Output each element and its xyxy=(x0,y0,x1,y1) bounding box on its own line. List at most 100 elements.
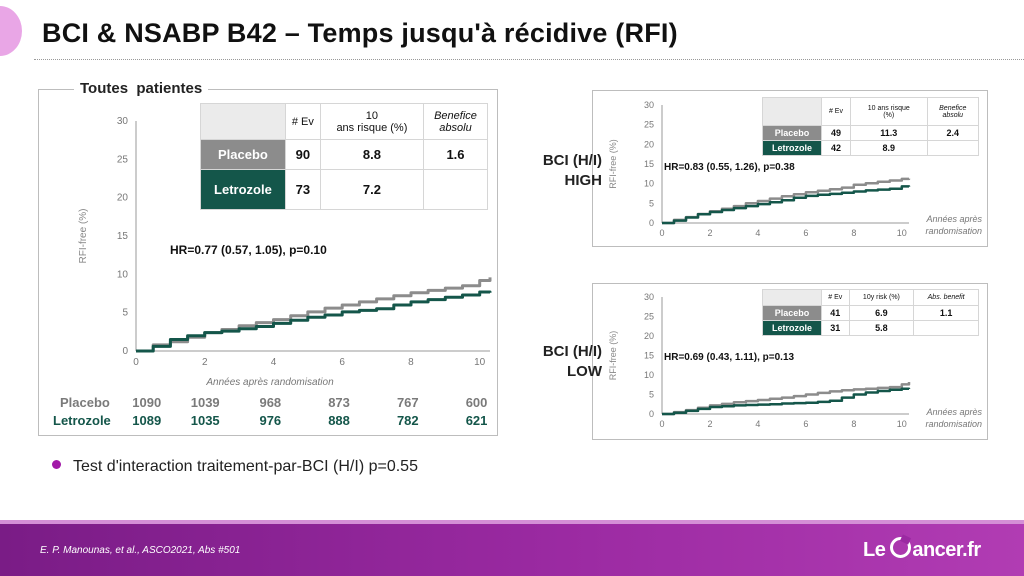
x-tick-label: 10 xyxy=(897,419,907,429)
x-tick-label: 6 xyxy=(803,419,808,429)
slide-title: BCI & NSABP B42 – Temps jusqu'à récidive… xyxy=(42,18,678,48)
logo-c-icon xyxy=(890,537,912,558)
table-header-benefit: Benefice absolu xyxy=(423,103,488,140)
y-tick-label: 20 xyxy=(644,139,654,149)
number-at-risk-placebo: Placebo xyxy=(60,395,110,410)
risk-table-high: # Ev 10 ans risque (%) Benefice absolu P… xyxy=(762,97,980,156)
x-tick-label: 6 xyxy=(339,357,345,368)
hazard-ratio-label: HR=0.69 (0.43, 1.11), p=0.13 xyxy=(664,352,795,363)
y-tick-label: 20 xyxy=(117,193,129,204)
x-axis-label: Années après randomisation xyxy=(205,377,334,388)
table-header-ev: # Ev xyxy=(284,103,321,140)
table-cell-ev: 90 xyxy=(284,139,321,170)
chart-bci-low: 0 5 10 15 20 25 30 0 2 4 6 8 10 RFI-free (%) Années ap… xyxy=(608,292,982,429)
side-label-line1: BCI (H/I) xyxy=(542,343,602,360)
y-tick-label: 10 xyxy=(644,370,654,380)
series-line-letrozole xyxy=(662,185,911,225)
table-cell-benefit: 1.1 xyxy=(913,305,979,321)
y-tick-label: 20 xyxy=(644,331,654,341)
table-cell-ev: 73 xyxy=(284,169,321,210)
table-cell-risk: 11.3 xyxy=(849,125,928,141)
hazard-ratio-label: HR=0.83 (0.55, 1.26), p=0.38 xyxy=(664,162,795,173)
hazard-ratio-label: HR=0.77 (0.57, 1.05), p=0.10 xyxy=(170,243,327,257)
table-corner xyxy=(762,97,822,126)
table-header-benefit: Benefice absolu xyxy=(926,97,980,126)
x-tick-label: 0 xyxy=(659,419,664,429)
bullet-dot xyxy=(52,460,61,470)
x-axis-label: randomisation xyxy=(925,419,982,429)
table-header-ev: # Ev xyxy=(821,289,850,306)
table-cell-risk: 6.9 xyxy=(848,305,915,321)
nar-value: 968 xyxy=(259,395,282,410)
x-tick-label: 8 xyxy=(408,357,414,368)
y-tick-label: 25 xyxy=(644,312,654,322)
side-label-low: BCI (H/I) LOW xyxy=(532,342,602,382)
table-cell-benefit xyxy=(913,320,979,336)
bullet-text: Test d'interaction traitement-par-BCI (H… xyxy=(73,458,418,475)
table-row-label-letrozole: Letrozole xyxy=(762,140,822,156)
table-row-label-placebo: Placebo xyxy=(200,139,286,170)
x-tick-label: 8 xyxy=(851,419,856,429)
x-axis-label: Années après xyxy=(925,214,982,224)
table-cell-benefit: 1.6 xyxy=(423,139,488,170)
series-line-letrozole xyxy=(136,290,492,353)
x-tick-label: 10 xyxy=(474,357,486,368)
x-tick-label: 4 xyxy=(755,419,760,429)
nar-value: 600 xyxy=(465,395,488,410)
table-header-ev: # Ev xyxy=(821,97,851,126)
y-tick-label: 15 xyxy=(644,159,654,169)
nar-label: Letrozole xyxy=(53,413,111,428)
citation: E. P. Manounas, et al., ASCO2021, Abs #5… xyxy=(40,545,241,556)
x-axis-label: randomisation xyxy=(925,226,982,236)
y-tick-label: 30 xyxy=(644,292,654,302)
nar-value: 873 xyxy=(328,395,350,410)
table-cell-benefit xyxy=(926,140,980,156)
y-tick-label: 0 xyxy=(649,409,654,419)
table-cell-risk: 5.8 xyxy=(848,320,915,336)
chart-bci-high: 0 5 10 15 20 25 30 0 2 4 6 8 10 RFI-free (%) Années ap… xyxy=(608,100,982,238)
table-cell-risk: 7.2 xyxy=(319,169,425,210)
table-cell-benefit xyxy=(423,169,488,210)
y-tick-label: 15 xyxy=(644,351,654,361)
table-header-benefit: Abs. benefit xyxy=(913,289,979,306)
table-row-label-letrozole: Letrozole xyxy=(200,169,286,210)
table-corner xyxy=(762,289,822,306)
x-axis-label: Années après xyxy=(925,407,982,417)
y-tick-label: 0 xyxy=(122,346,128,357)
table-header-risk: 10 ans risque (%) xyxy=(319,103,425,140)
y-tick-label: 15 xyxy=(117,231,129,242)
x-tick-label: 0 xyxy=(659,228,664,238)
y-tick-label: 30 xyxy=(644,100,654,110)
y-tick-label: 5 xyxy=(122,308,128,319)
x-tick-label: 0 xyxy=(133,357,139,368)
x-tick-label: 2 xyxy=(707,419,712,429)
table-header-risk: 10y risk (%) xyxy=(848,289,915,306)
x-tick-label: 2 xyxy=(202,357,208,368)
y-tick-label: 10 xyxy=(644,179,654,189)
table-cell-risk: 8.8 xyxy=(319,139,425,170)
nar-value: 621 xyxy=(465,413,488,428)
side-label-line1: BCI (H/I) xyxy=(542,152,602,169)
nar-value: 767 xyxy=(396,395,419,410)
lecancer-logo: Le ancer.fr xyxy=(863,537,981,562)
x-tick-label: 10 xyxy=(897,228,907,238)
logo-text-right: ancer.fr xyxy=(912,539,981,561)
table-cell-ev: 42 xyxy=(821,140,851,156)
y-tick-label: 0 xyxy=(649,218,654,228)
nar-value: 1089 xyxy=(132,413,162,428)
side-label-high: BCI (H/I) HIGH xyxy=(532,151,602,191)
nar-value: 1035 xyxy=(190,413,220,428)
corner-decoration xyxy=(0,6,22,56)
series-line-letrozole xyxy=(662,387,911,416)
nar-value: 1090 xyxy=(132,395,162,410)
x-tick-label: 4 xyxy=(755,228,760,238)
table-row-label-placebo: Placebo xyxy=(762,125,822,141)
y-tick-label: 5 xyxy=(649,390,654,400)
nar-value: 888 xyxy=(328,413,350,428)
panel-label-all-patients: Toutes patientes xyxy=(74,80,209,97)
interaction-test-bullet: Test d'interaction traitement-par-BCI (H… xyxy=(52,458,418,476)
table-cell-risk: 8.9 xyxy=(849,140,928,156)
footer-band xyxy=(0,520,1024,576)
nar-label: Placebo xyxy=(60,395,110,410)
y-tick-label: 10 xyxy=(117,269,129,280)
